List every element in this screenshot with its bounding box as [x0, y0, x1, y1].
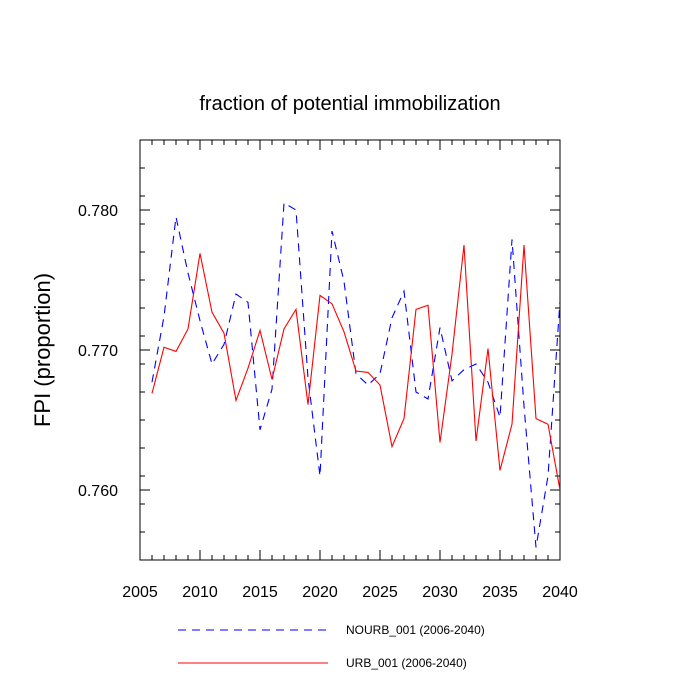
legend-label: NOURB_001 (2006-2040) — [346, 623, 485, 637]
y-tick-label: 0.770 — [78, 343, 118, 360]
x-tick-label: 2040 — [542, 584, 578, 601]
x-tick-label: 2005 — [122, 584, 158, 601]
axis-ticks: 2005 2010 2015 2020 2025 2030 2035 2040 0.760 0.7… — [78, 139, 578, 601]
x-tick-label: 2030 — [422, 584, 458, 601]
x-tick-label: 2035 — [482, 584, 518, 601]
x-tick-label: 2010 — [182, 584, 218, 601]
x-tick-label: 2025 — [362, 584, 398, 601]
data-series — [151, 202, 560, 548]
x-tick-label: 2015 — [242, 584, 278, 601]
legend-label: URB_001 (2006-2040) — [346, 656, 467, 670]
series-line-urb-001 — [151, 244, 560, 491]
chart-title: fraction of potential immobilization — [199, 93, 500, 115]
y-axis-label: FPI (proportion) — [30, 273, 55, 427]
y-tick-label: 0.760 — [78, 483, 118, 500]
x-tick-label: 2020 — [302, 584, 338, 601]
y-tick-label: 0.780 — [78, 203, 118, 220]
legend: NOURB_001 (2006-2040) URB_001 (2006-2040) — [178, 623, 485, 670]
